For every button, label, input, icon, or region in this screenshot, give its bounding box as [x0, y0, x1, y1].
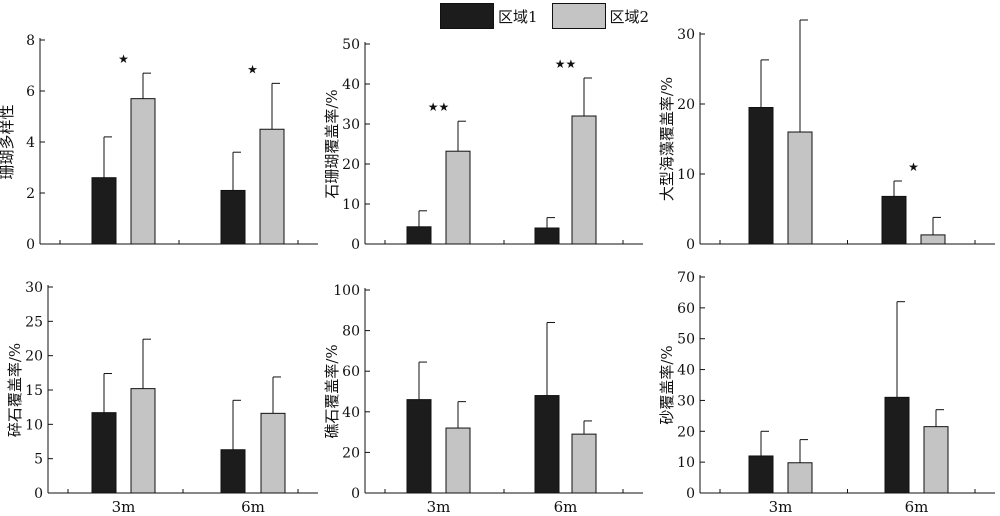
y-tick-label: 40	[677, 363, 695, 379]
x-category-label: 3m	[769, 498, 793, 516]
x-category-label: 3m	[427, 498, 451, 516]
x-category-label: 3m	[112, 498, 136, 516]
bar	[91, 412, 117, 494]
legend-swatch-region1	[440, 3, 494, 29]
y-tick-label: 10	[677, 455, 695, 471]
y-tick-label: 0	[351, 486, 360, 502]
bar	[923, 426, 949, 494]
bar	[91, 177, 117, 245]
legend: 区域1 区域2	[440, 2, 663, 30]
y-tick-label: 30	[342, 117, 360, 133]
y-tick-label: 25	[25, 314, 43, 330]
bar	[920, 234, 946, 245]
y-tick-label: 60	[342, 364, 360, 380]
y-tick-label: 30	[677, 27, 695, 43]
bar	[534, 227, 560, 245]
y-axis-title: 碎石覆盖率/%	[6, 343, 24, 437]
bar	[571, 433, 597, 494]
bar	[406, 226, 432, 245]
y-tick-label: 0	[686, 237, 695, 253]
y-axis-title: 珊瑚多样性	[0, 104, 16, 179]
y-axis-title: 砂覆盖率/%	[658, 345, 676, 424]
y-tick-label: 0	[34, 486, 43, 502]
legend-item-region1: 区域1	[440, 3, 538, 29]
bar	[881, 195, 907, 245]
y-axis-title: 石珊瑚覆盖率/%	[323, 89, 341, 198]
bar	[130, 98, 156, 245]
y-tick-label: 2	[26, 186, 35, 202]
significance-marker: ★	[908, 160, 919, 174]
x-category-label: 6m	[905, 498, 929, 516]
y-tick-label: 0	[26, 237, 35, 253]
bar	[130, 388, 156, 494]
bar	[534, 395, 560, 494]
bar	[571, 115, 597, 245]
bar	[748, 455, 774, 494]
y-tick-label: 6	[26, 84, 35, 100]
y-tick-label: 80	[342, 324, 360, 340]
significance-marker: ★★	[555, 57, 577, 71]
y-tick-label: 30	[677, 393, 695, 409]
y-tick-label: 60	[677, 301, 695, 317]
y-tick-label: 15	[25, 383, 43, 399]
bar	[220, 189, 246, 245]
y-tick-label: 30	[25, 280, 43, 296]
bar	[884, 396, 910, 494]
y-tick-label: 8	[26, 33, 35, 49]
y-tick-label: 0	[351, 237, 360, 253]
bar	[260, 412, 286, 494]
y-tick-label: 4	[26, 135, 35, 151]
y-axis-title: 礁石覆盖率/%	[323, 344, 341, 438]
legend-swatch-region2	[551, 3, 606, 29]
x-category-label: 6m	[241, 498, 265, 516]
y-tick-label: 70	[677, 270, 695, 286]
bar	[748, 107, 774, 245]
y-tick-label: 20	[25, 349, 43, 365]
bar	[787, 462, 813, 494]
y-tick-label: 10	[342, 197, 360, 213]
bar	[220, 449, 246, 494]
legend-item-region2: 区域2	[551, 3, 650, 29]
y-tick-label: 50	[677, 332, 695, 348]
y-tick-label: 20	[342, 445, 360, 461]
legend-label-region1: 区域1	[498, 7, 538, 26]
x-category-label: 6m	[554, 498, 578, 516]
bar	[445, 427, 471, 494]
y-tick-label: 100	[333, 283, 360, 299]
y-axis-title: 大型海藻覆盖率/%	[658, 77, 676, 201]
bar	[406, 399, 432, 494]
significance-marker: ★★	[428, 100, 450, 114]
bar	[259, 128, 285, 245]
y-tick-label: 20	[677, 97, 695, 113]
y-tick-label: 50	[342, 37, 360, 53]
y-tick-label: 5	[34, 452, 43, 468]
bar	[787, 131, 813, 245]
y-tick-label: 10	[25, 417, 43, 433]
significance-marker: ★	[118, 52, 129, 66]
y-tick-label: 40	[342, 77, 360, 93]
y-tick-label: 10	[677, 167, 695, 183]
legend-label-region2: 区域2	[609, 7, 650, 26]
y-tick-label: 40	[342, 405, 360, 421]
y-tick-label: 20	[677, 424, 695, 440]
y-tick-label: 0	[686, 486, 695, 502]
y-tick-label: 20	[342, 157, 360, 173]
bar	[445, 150, 471, 245]
significance-marker: ★	[247, 62, 258, 76]
